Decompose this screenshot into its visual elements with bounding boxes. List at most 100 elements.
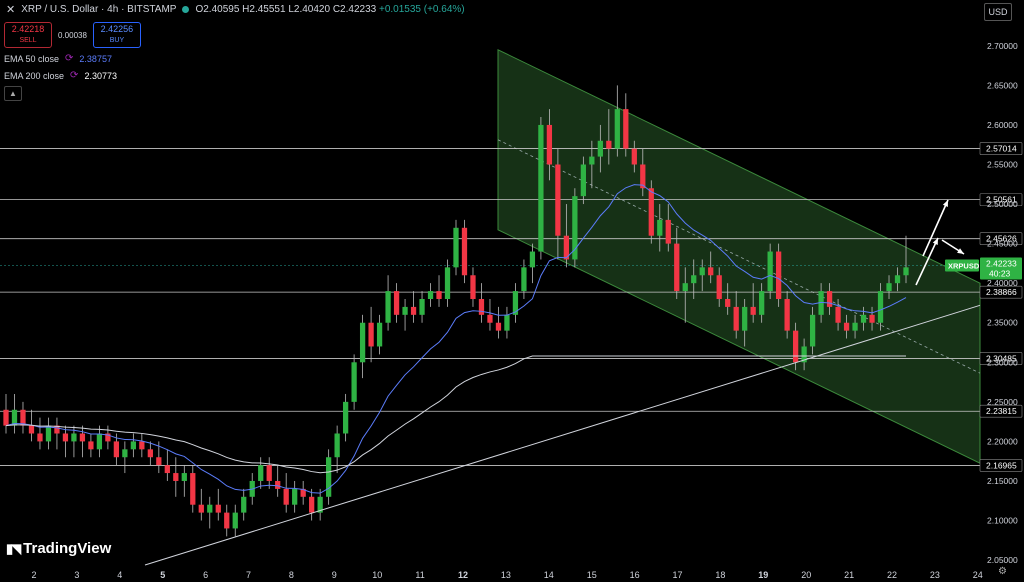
bullish-candle — [521, 267, 527, 292]
ema200-line — [5, 355, 906, 474]
bearish-candle — [62, 433, 69, 442]
bearish-candle — [826, 291, 833, 307]
bearish-candle — [224, 512, 230, 529]
y-tick-label: 2.15000 — [987, 476, 1018, 486]
bullish-candle — [894, 275, 901, 284]
bearish-candle — [20, 409, 26, 426]
bearish-candle — [88, 441, 94, 450]
y-tick-label: 2.25000 — [987, 397, 1018, 407]
y-tick-label: 2.10000 — [987, 516, 1018, 526]
symbol-title[interactable]: XRP / U.S. Dollar · 4h · BITSTAMP — [21, 4, 177, 15]
buy-button[interactable]: 2.42256 BUY — [92, 22, 141, 48]
bearish-candle — [3, 409, 9, 426]
bearish-candle — [623, 109, 629, 149]
bearish-candle — [190, 473, 196, 505]
time-axis[interactable]: 2 3 4 5 6 7 8 9 10 11 12 13 14 15 16 17 18 19 20 21 22 23 24 — [31, 570, 982, 580]
ema-lines — [5, 184, 981, 566]
bearish-candle — [648, 188, 654, 236]
bearish-candle — [28, 425, 35, 434]
ema50-legend[interactable]: EMA 50 close ⟳ 2.38757 — [4, 53, 112, 64]
indicator-settings-icon[interactable]: ⟳ — [65, 53, 74, 64]
bullish-candle — [860, 314, 867, 323]
bearish-candle — [708, 267, 714, 276]
y-tick-label: 2.70000 — [987, 41, 1018, 51]
bullish-candle — [359, 322, 366, 363]
bearish-candle — [105, 433, 111, 442]
bullish-candle — [334, 433, 340, 458]
sell-button[interactable]: 2.42218 SELL — [4, 22, 52, 48]
ema50-line — [5, 184, 907, 494]
bearish-candle — [843, 322, 850, 331]
bullish-candle — [292, 488, 298, 505]
x-tick-label: 20 — [801, 570, 811, 580]
price-axis[interactable]: 2.70000 2.65000 2.60000 2.55000 2.50000 2.450… — [945, 41, 1022, 565]
bullish-candle — [538, 124, 544, 252]
arrow-head — [957, 248, 964, 254]
bullish-candle — [427, 291, 434, 299]
market-open-icon — [182, 6, 190, 13]
bullish-candle — [444, 267, 451, 299]
collapse-legend-button[interactable]: ▲ — [4, 86, 22, 101]
tradingview-logo: ▮◥ TradingView — [6, 540, 112, 557]
bullish-candle — [453, 227, 459, 268]
chart-header: ✕ XRP / U.S. Dollar · 4h · BITSTAMP O2.4… — [6, 3, 465, 16]
y-tick-label: 2.35000 — [987, 318, 1018, 328]
level-price-label: 2.16965 — [986, 460, 1017, 470]
bearish-candle — [275, 480, 281, 489]
bullish-candle — [96, 433, 103, 450]
level-price-label: 2.50561 — [986, 195, 1017, 205]
bullish-candle — [877, 291, 884, 323]
bearish-candle — [164, 465, 170, 474]
bullish-candle — [504, 314, 510, 331]
trade-panel: 2.42218 SELL 0.00038 2.42256 BUY — [4, 22, 141, 48]
bearish-candle — [309, 496, 315, 513]
ema200-legend[interactable]: EMA 200 close ⟳ 2.30773 — [4, 70, 117, 81]
x-tick-label: 7 — [246, 570, 251, 580]
bullish-candle — [529, 251, 536, 268]
bullish-candle — [207, 504, 213, 513]
currency-selector[interactable]: USD — [984, 3, 1012, 21]
x-tick-label: 13 — [501, 570, 511, 580]
bearish-candle — [792, 330, 799, 363]
indicator-settings-icon[interactable]: ⟳ — [70, 70, 79, 81]
y-tick-label: 2.55000 — [987, 160, 1018, 170]
y-tick-label: 2.20000 — [987, 436, 1018, 446]
level-price-tag — [979, 404, 1023, 418]
bullish-candle — [130, 441, 136, 450]
bearish-candle — [776, 251, 782, 299]
support-trendline — [144, 304, 981, 566]
bearish-candle — [869, 314, 875, 323]
bearish-candle — [283, 488, 289, 505]
descending-channel[interactable] — [497, 48, 981, 464]
y-tick-label: 2.40000 — [987, 278, 1018, 288]
x-tick-label: 4 — [117, 570, 122, 580]
level-price-label: 2.23815 — [986, 406, 1017, 416]
candlesticks[interactable] — [3, 85, 909, 537]
y-tick-label: 2.60000 — [987, 120, 1018, 130]
x-tick-label: 19 — [758, 570, 768, 580]
bearish-candle — [716, 275, 722, 299]
bullish-candle — [699, 267, 705, 276]
bearish-candle — [733, 306, 739, 331]
bullish-candle — [614, 109, 620, 149]
bearish-candle — [563, 235, 570, 260]
bearish-candle — [750, 306, 756, 315]
bearish-candle — [54, 425, 60, 434]
bearish-candle — [156, 457, 162, 466]
bearish-candle — [147, 449, 153, 458]
bearish-candle — [606, 140, 612, 149]
bearish-candle — [478, 299, 485, 315]
bullish-candle — [852, 322, 858, 331]
bearish-candle — [368, 322, 374, 347]
bullish-candle — [903, 267, 909, 276]
level-price-label: 2.30485 — [986, 353, 1017, 363]
horizontal-levels[interactable]: 2.57014 2.50561 2.45626 2.38866 2.30485 2.238… — [0, 142, 1023, 472]
bearish-candle — [37, 433, 43, 442]
gear-icon[interactable]: ⚙ — [998, 566, 1007, 577]
level-price-tag — [979, 285, 1023, 299]
bullish-candle — [402, 306, 408, 315]
bearish-candle — [215, 504, 221, 513]
x-tick-label: 14 — [544, 570, 554, 580]
bearish-candle — [555, 164, 561, 236]
